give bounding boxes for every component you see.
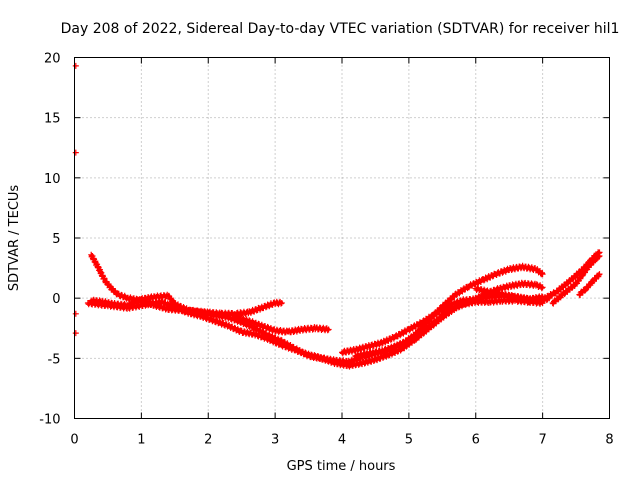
y-tick-label: 15 xyxy=(44,112,61,127)
series-arc-7 xyxy=(472,285,546,304)
series-arc-2 xyxy=(88,262,546,366)
plus-markers xyxy=(84,279,546,370)
series-arc-6 xyxy=(352,296,546,360)
x-tick-label: 4 xyxy=(338,433,346,448)
x-tick-label: 6 xyxy=(472,433,480,448)
series-arc-3 xyxy=(84,279,546,370)
y-tick-label: 10 xyxy=(44,172,61,187)
series-arc-10 xyxy=(576,271,603,299)
series-isolated xyxy=(72,62,79,337)
plus-markers xyxy=(539,249,603,304)
x-axis-label: GPS time / hours xyxy=(287,459,396,474)
y-tick-label: 20 xyxy=(44,52,61,67)
plus-markers xyxy=(576,271,603,299)
y-tick-label: -10 xyxy=(39,413,60,428)
plus-markers xyxy=(88,262,546,366)
series-arc-9 xyxy=(549,252,603,307)
series-arc-8 xyxy=(539,249,603,304)
y-axis-label: SDTVAR / TECUs xyxy=(7,185,22,292)
x-tick-label: 8 xyxy=(605,433,613,448)
plot-frame xyxy=(74,57,610,419)
x-tick-label: 1 xyxy=(137,433,145,448)
data-points xyxy=(72,62,603,370)
plus-markers xyxy=(232,314,332,336)
grid xyxy=(74,57,610,419)
y-tick-label: -5 xyxy=(48,352,61,367)
x-tick-label: 7 xyxy=(538,433,546,448)
plus-markers xyxy=(352,296,546,360)
y-tick-label: 5 xyxy=(52,232,60,247)
x-tick-label: 3 xyxy=(271,433,279,448)
axis-ticks: 0 1 2 3 4 5 6 7 8 -10 -5 0 5 10 15 20 xyxy=(39,52,613,448)
plus-markers xyxy=(472,285,546,304)
chart-title: Day 208 of 2022, Sidereal Day-to-day VTE… xyxy=(61,21,620,37)
x-tick-label: 5 xyxy=(405,433,413,448)
x-tick-label: 2 xyxy=(204,433,212,448)
x-tick-label: 0 xyxy=(70,433,78,448)
plus-markers xyxy=(72,62,79,337)
y-tick-label: 0 xyxy=(52,292,60,307)
series-arc-4 xyxy=(232,314,332,336)
plus-markers xyxy=(549,252,603,307)
